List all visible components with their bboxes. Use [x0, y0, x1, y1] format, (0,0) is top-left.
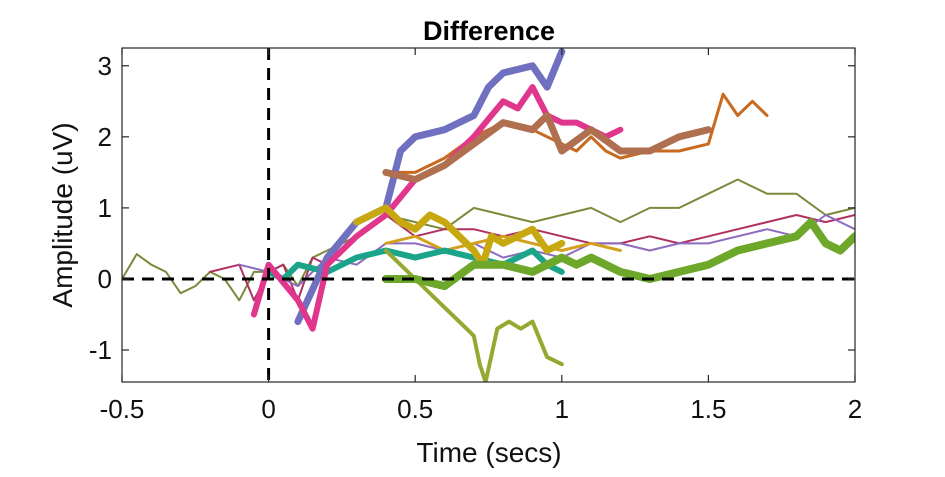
series-line-10 — [383, 248, 564, 382]
reference-lines — [122, 48, 855, 382]
y-tick-label: 0 — [98, 264, 112, 294]
x-tick-label: 0.5 — [397, 394, 433, 424]
x-tick-label: -0.5 — [100, 394, 145, 424]
y-axis-label: Amplitude (uV) — [47, 122, 78, 307]
plot-area — [122, 48, 855, 382]
x-axis-label: Time (secs) — [416, 437, 561, 468]
x-tick-label: 0 — [261, 394, 275, 424]
y-tick-label: -1 — [89, 335, 112, 365]
x-axis-ticks: -0.5 0 0.5 1 1.5 2 — [100, 48, 862, 424]
series-line-12 — [381, 218, 855, 291]
plot-frame — [121, 47, 856, 383]
series-line-5 — [384, 234, 622, 252]
y-tick-label: 2 — [98, 122, 112, 152]
series-line-11 — [353, 204, 566, 269]
chart-title: Difference — [423, 16, 555, 46]
plot-series-group — [122, 48, 855, 382]
y-axis-ticks: -1 0 1 2 3 — [89, 51, 855, 365]
series-line-3 — [238, 214, 855, 288]
y-tick-label: 1 — [98, 193, 112, 223]
x-tick-label: 2 — [848, 394, 862, 424]
series-line-2 — [209, 214, 855, 302]
series-line-9 — [382, 112, 712, 183]
series-line-6 — [265, 247, 565, 282]
x-tick-label: 1 — [555, 394, 569, 424]
y-tick-label: 3 — [98, 51, 112, 81]
series-line-8 — [250, 84, 624, 332]
x-tick-label: 1.5 — [690, 394, 726, 424]
